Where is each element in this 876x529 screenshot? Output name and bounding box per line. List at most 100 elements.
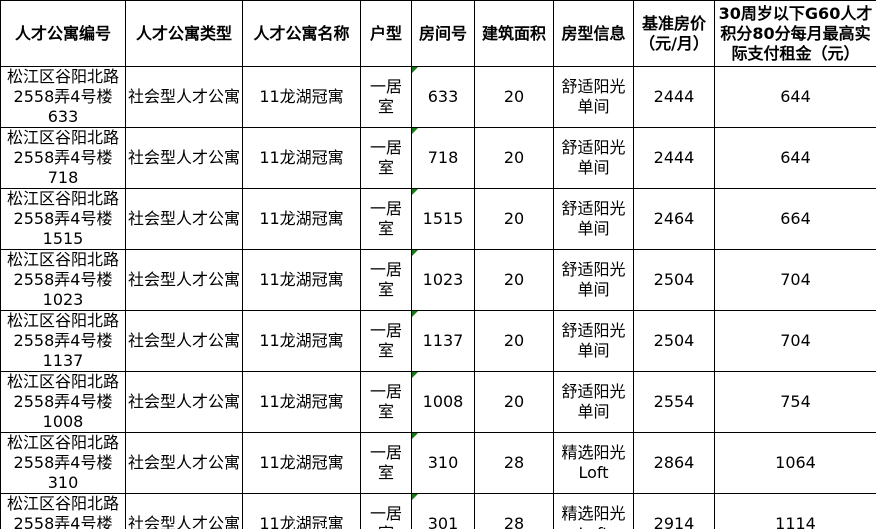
cell-value: 718 [427,148,459,167]
column-header-unit-layout[interactable]: 户型 [360,0,412,67]
cell-value: 2464 [653,209,695,228]
cell-max-actual-rent-row3[interactable]: 664 [714,188,876,250]
column-header-apartment-id[interactable]: 人才公寓编号 [0,0,126,67]
cell-value: 1064 [775,453,816,472]
cell-apartment-id-row2[interactable]: 松江区谷阳北路 2558弄4号楼718 [0,127,126,189]
cell-apartment-name-row7[interactable]: 11龙湖冠寓 [242,432,361,494]
cell-max-actual-rent-row5[interactable]: 704 [714,310,876,372]
cell-value: 2864 [653,453,695,472]
cell-room-type-info-row8[interactable]: 精选阳光 Loft [553,493,634,529]
number-stored-as-text-indicator-icon [412,372,418,378]
cell-room-number-row6[interactable]: 1008 [411,371,475,433]
cell-apartment-id-row6[interactable]: 松江区谷阳北路 2558弄4号楼1008 [0,371,126,433]
column-header-room-number[interactable]: 房间号 [411,0,475,67]
cell-max-actual-rent-row2[interactable]: 644 [714,127,876,189]
cell-room-type-info-row4[interactable]: 舒适阳光 单间 [553,249,634,311]
cell-apartment-id-row8[interactable]: 松江区谷阳北路 2558弄4号楼301 [0,493,126,529]
cell-unit-layout-row2[interactable]: 一居室 [360,127,412,189]
column-header-label: 人才公寓名称 [253,23,350,43]
cell-unit-layout-row4[interactable]: 一居室 [360,249,412,311]
cell-apartment-name-row6[interactable]: 11龙湖冠寓 [242,371,361,433]
cell-apartment-name-row5[interactable]: 11龙湖冠寓 [242,310,361,372]
cell-value: 2444 [653,87,695,106]
cell-unit-layout-row5[interactable]: 一居室 [360,310,412,372]
cell-room-type-info-row2[interactable]: 舒适阳光 单间 [553,127,634,189]
number-stored-as-text-indicator-icon [412,67,418,73]
cell-room-type-info-row1[interactable]: 舒适阳光 单间 [553,66,634,128]
cell-room-number-row1[interactable]: 633 [411,66,475,128]
cell-base-rent-row5[interactable]: 2504 [633,310,715,372]
cell-floor-area-row1[interactable]: 20 [474,66,554,128]
cell-apartment-type-row7[interactable]: 社会型人才公寓 [125,432,243,494]
cell-unit-layout-row3[interactable]: 一居室 [360,188,412,250]
cell-apartment-type-row8[interactable]: 社会型人才公寓 [125,493,243,529]
cell-apartment-name-row3[interactable]: 11龙湖冠寓 [242,188,361,250]
column-header-apartment-type[interactable]: 人才公寓类型 [125,0,243,67]
column-header-base-rent[interactable]: 基准房价 （元/月） [633,0,715,67]
cell-apartment-type-row4[interactable]: 社会型人才公寓 [125,249,243,311]
cell-base-rent-row7[interactable]: 2864 [633,432,715,494]
cell-apartment-name-row2[interactable]: 11龙湖冠寓 [242,127,361,189]
cell-room-number-row8[interactable]: 301 [411,493,475,529]
cell-floor-area-row8[interactable]: 28 [474,493,554,529]
cell-room-type-info-row3[interactable]: 舒适阳光 单间 [553,188,634,250]
cell-room-number-row3[interactable]: 1515 [411,188,475,250]
cell-room-type-info-row5[interactable]: 舒适阳光 单间 [553,310,634,372]
cell-base-rent-row4[interactable]: 2504 [633,249,715,311]
cell-apartment-id-row1[interactable]: 松江区谷阳北路 2558弄4号楼633 [0,66,126,128]
cell-floor-area-row7[interactable]: 28 [474,432,554,494]
column-header-room-type-info[interactable]: 房型信息 [553,0,634,67]
cell-room-number-row7[interactable]: 310 [411,432,475,494]
column-header-max-actual-rent[interactable]: 30周岁以下G60人才 积分80分每月最高实 际支付租金（元） [714,0,876,67]
cell-apartment-type-row2[interactable]: 社会型人才公寓 [125,127,243,189]
cell-room-number-row2[interactable]: 718 [411,127,475,189]
cell-unit-layout-row8[interactable]: 一居室 [360,493,412,529]
cell-value: 社会型人才公寓 [128,87,241,106]
cell-apartment-id-row4[interactable]: 松江区谷阳北路 2558弄4号楼1023 [0,249,126,311]
cell-value: 754 [780,392,811,411]
cell-max-actual-rent-row1[interactable]: 644 [714,66,876,128]
column-header-apartment-name[interactable]: 人才公寓名称 [242,0,361,67]
cell-floor-area-row4[interactable]: 20 [474,249,554,311]
cell-floor-area-row5[interactable]: 20 [474,310,554,372]
column-header-label: 房型信息 [561,23,626,43]
cell-max-actual-rent-row8[interactable]: 1114 [714,493,876,529]
column-header-floor-area[interactable]: 建筑面积 [474,0,554,67]
table-row: 松江区谷阳北路 2558弄4号楼718 社会型人才公寓 11龙湖冠寓 一居室 718 20… [0,127,876,189]
cell-apartment-name-row1[interactable]: 11龙湖冠寓 [242,66,361,128]
number-stored-as-text-indicator-icon [412,250,418,256]
cell-room-number-row4[interactable]: 1023 [411,249,475,311]
cell-unit-layout-row6[interactable]: 一居室 [360,371,412,433]
cell-value: 精选阳光 Loft [561,504,626,529]
cell-floor-area-row2[interactable]: 20 [474,127,554,189]
cell-value: 1515 [422,209,464,228]
cell-max-actual-rent-row6[interactable]: 754 [714,371,876,433]
cell-room-type-info-row7[interactable]: 精选阳光 Loft [553,432,634,494]
cell-unit-layout-row1[interactable]: 一居室 [360,66,412,128]
number-stored-as-text-indicator-icon [412,433,418,439]
cell-apartment-type-row3[interactable]: 社会型人才公寓 [125,188,243,250]
cell-apartment-id-row3[interactable]: 松江区谷阳北路 2558弄4号楼1515 [0,188,126,250]
cell-apartment-name-row8[interactable]: 11龙湖冠寓 [242,493,361,529]
cell-room-type-info-row6[interactable]: 舒适阳光 单间 [553,371,634,433]
cell-apartment-id-row7[interactable]: 松江区谷阳北路 2558弄4号楼310 [0,432,126,494]
cell-base-rent-row2[interactable]: 2444 [633,127,715,189]
cell-floor-area-row3[interactable]: 20 [474,188,554,250]
cell-apartment-id-row5[interactable]: 松江区谷阳北路 2558弄4号楼1137 [0,310,126,372]
cell-max-actual-rent-row7[interactable]: 1064 [714,432,876,494]
cell-base-rent-row1[interactable]: 2444 [633,66,715,128]
cell-value: 松江区谷阳北路 2558弄4号楼1515 [6,189,119,249]
cell-apartment-type-row6[interactable]: 社会型人才公寓 [125,371,243,433]
cell-base-rent-row8[interactable]: 2914 [633,493,715,529]
cell-apartment-name-row4[interactable]: 11龙湖冠寓 [242,249,361,311]
cell-apartment-type-row5[interactable]: 社会型人才公寓 [125,310,243,372]
cell-unit-layout-row7[interactable]: 一居室 [360,432,412,494]
table-row: 松江区谷阳北路 2558弄4号楼1515 社会型人才公寓 11龙湖冠寓 一居室 1515… [0,188,876,250]
cell-base-rent-row3[interactable]: 2464 [633,188,715,250]
cell-base-rent-row6[interactable]: 2554 [633,371,715,433]
cell-max-actual-rent-row4[interactable]: 704 [714,249,876,311]
cell-room-number-row5[interactable]: 1137 [411,310,475,372]
cell-apartment-type-row1[interactable]: 社会型人才公寓 [125,66,243,128]
cell-floor-area-row6[interactable]: 20 [474,371,554,433]
cell-value: 松江区谷阳北路 2558弄4号楼718 [6,128,119,188]
